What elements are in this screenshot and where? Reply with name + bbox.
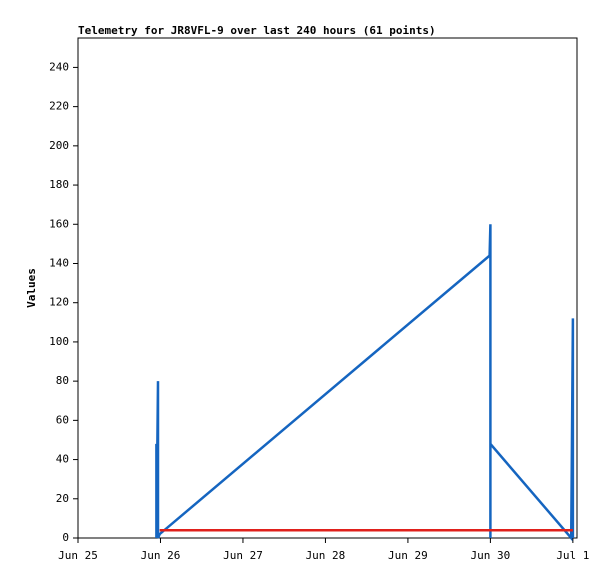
x-tick-label: Jul 1 — [556, 549, 589, 562]
y-tick-label: 40 — [56, 453, 69, 466]
y-tick-label: 120 — [49, 296, 69, 309]
x-tick-label: Jun 29 — [388, 549, 428, 562]
y-tick-label: 200 — [49, 139, 69, 152]
y-tick-label: 60 — [56, 413, 69, 426]
data-line — [155, 224, 575, 542]
y-tick-label: 20 — [56, 492, 69, 505]
x-tick-label: Jun 28 — [306, 549, 346, 562]
chart-title: Telemetry for JR8VFL-9 over last 240 hou… — [78, 24, 436, 37]
x-tick-label: Jun 30 — [471, 549, 511, 562]
y-tick-label: 180 — [49, 178, 69, 191]
y-tick-label: 220 — [49, 100, 69, 113]
x-tick-label: Jun 27 — [223, 549, 263, 562]
y-tick-label: 160 — [49, 217, 69, 230]
x-tick-label: Jun 26 — [141, 549, 181, 562]
y-tick-label: 240 — [49, 60, 69, 73]
plot-frame — [77, 37, 578, 539]
y-axis-label: Values — [25, 268, 38, 308]
y-tick-label: 100 — [49, 335, 69, 348]
y-tick-label: 140 — [49, 256, 69, 269]
x-tick-label: Jun 25 — [58, 549, 98, 562]
y-tick-label: 0 — [62, 531, 69, 544]
y-tick-label: 80 — [56, 374, 69, 387]
